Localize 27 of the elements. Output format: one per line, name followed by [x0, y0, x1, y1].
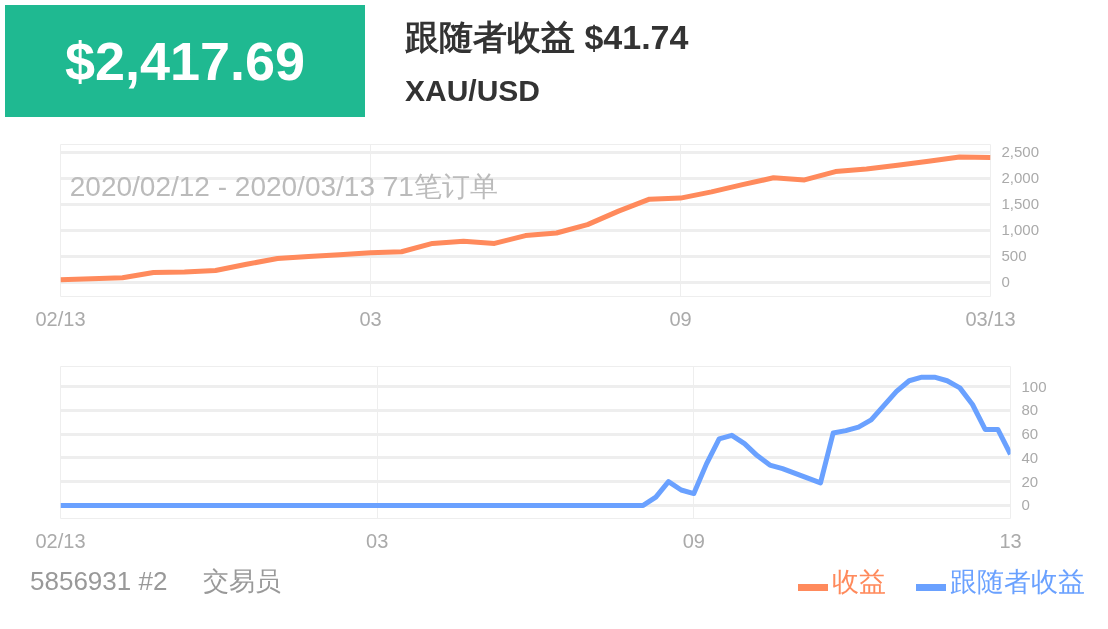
y-tick-label: 2,000: [1001, 169, 1040, 187]
x-tick-label: 03: [366, 529, 389, 552]
text: 5856931 #2 交易员: [30, 566, 282, 596]
y-tick-label: 80: [1021, 401, 1039, 419]
y-tick-label: 60: [1021, 425, 1039, 443]
y-tick-label: 0: [1001, 273, 1010, 291]
x-tick-label: 03: [359, 307, 382, 330]
text: $2,417.69: [5, 5, 365, 117]
chart-subtitle: XAU/USD: [405, 72, 541, 109]
x-tick-label: 02/13: [35, 529, 86, 552]
y-tick-label: 100: [1021, 377, 1047, 395]
legend-label: 收益: [832, 567, 886, 597]
x-tick-label: 09: [682, 529, 705, 552]
annotation: 2020/02/12 - 2020/03/13 71笔订单: [69, 170, 498, 202]
y-tick-label: 500: [1001, 247, 1027, 265]
y-tick-label: 1,000: [1001, 221, 1040, 239]
x-tick-label: 02/13: [35, 307, 86, 330]
y-tick-label: 2,500: [1001, 143, 1040, 161]
y-tick-label: 20: [1021, 472, 1039, 490]
y-tick-label: 0: [1021, 496, 1030, 514]
y-tick-label: 1,500: [1001, 195, 1040, 213]
legend-label: 跟随者收益: [950, 567, 1085, 597]
chart-title: 跟随者收益 $41.74: [405, 17, 689, 58]
x-tick-label: 03/13: [965, 307, 1016, 330]
x-tick-label: 09: [669, 307, 692, 330]
x-tick-label: 13: [999, 529, 1022, 552]
y-tick-label: 40: [1021, 448, 1039, 466]
